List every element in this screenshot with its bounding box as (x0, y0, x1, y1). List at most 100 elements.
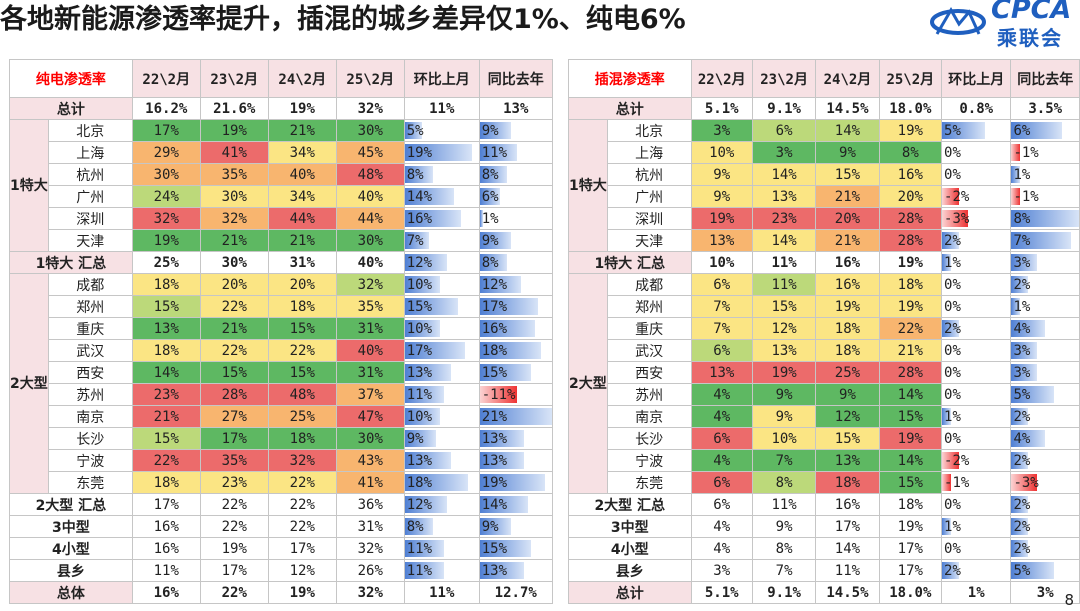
data-bar (480, 232, 511, 249)
data-bar (405, 122, 423, 139)
bar-value: 7% (1013, 232, 1031, 249)
penetration-value: 17% (878, 537, 943, 560)
column-header: 25\2月 (335, 59, 405, 98)
penetration-value: 6% (690, 427, 753, 450)
data-bar-cell: 7% (1010, 229, 1080, 252)
city-row: 宁波 22% 35% 32% 43% 13% 13% (10, 449, 553, 472)
penetration-value: 4% (690, 515, 753, 538)
data-bar (480, 254, 508, 271)
penetration-value: 18% (131, 339, 201, 362)
city-row: 苏州 4% 9% 9% 14% 0% 5% (569, 383, 1080, 406)
data-bar (1011, 518, 1029, 535)
data-bar-cell: -1% (1010, 185, 1080, 208)
data-bar (405, 166, 433, 183)
penetration-value: 25% (815, 361, 880, 384)
penetration-value: 13% (690, 229, 753, 252)
city-name: 武汉 (47, 339, 133, 362)
penetration-value: 16% (131, 537, 201, 560)
data-bar (1011, 496, 1029, 513)
data-bar-cell: 5% (941, 119, 1012, 142)
bar-value: 0% (944, 166, 961, 183)
penetration-value: 6% (690, 273, 753, 296)
city-row: 东莞 18% 23% 22% 41% 18% 19% (10, 471, 553, 494)
data-bar-cell: 0% (941, 537, 1012, 560)
penetration-value: 17% (131, 119, 201, 142)
data-bar (405, 540, 444, 557)
city-name: 天津 (47, 229, 133, 252)
data-bar-cell: 4% (1010, 317, 1080, 340)
bar-value: -2% (944, 452, 970, 469)
penetration-value: 4% (690, 383, 753, 406)
penetration-value: 36% (335, 493, 405, 516)
penetration-value: 19% (878, 295, 943, 318)
summary-row: 4小型 16% 19% 17% 32% 11% 15% (9, 537, 553, 560)
bar-value: 2% (1013, 540, 1031, 557)
data-bar-cell: -1% (941, 471, 1012, 494)
penetration-value: 20% (815, 207, 880, 230)
penetration-value: 18.0% (878, 97, 943, 120)
penetration-value: 30% (335, 229, 405, 252)
data-bar-cell: 1% (1010, 295, 1080, 318)
data-bar-cell: 3% (1010, 339, 1080, 362)
penetration-value: 28% (878, 229, 943, 252)
penetration-value: 18% (815, 471, 880, 494)
data-bar (942, 474, 951, 491)
city-name: 宁波 (47, 449, 133, 472)
penetration-value: 14.5% (815, 581, 880, 604)
penetration-value: 14% (878, 383, 943, 406)
data-bar-cell: 9% (478, 515, 553, 538)
bar-value: 5% (406, 122, 424, 139)
penetration-value: 21% (131, 405, 201, 428)
penetration-value: 22% (131, 449, 201, 472)
city-row: 杭州 9% 14% 15% 16% 0% 1% (569, 163, 1080, 186)
city-name: 深圳 (47, 207, 133, 230)
city-row: 武汉 18% 22% 22% 40% 17% 18% (10, 339, 553, 362)
data-bar-cell: 0% (941, 295, 1012, 318)
row-label: 总计 (568, 581, 692, 604)
city-name: 杭州 (47, 163, 133, 186)
city-name: 苏州 (47, 383, 133, 406)
data-bar-cell: 15% (403, 295, 480, 318)
penetration-value: 22% (199, 493, 269, 516)
bar-value: 2% (1013, 518, 1031, 535)
data-bar-cell: 2% (1010, 449, 1080, 472)
bar-value: 12% (406, 254, 433, 271)
penetration-value: 18% (267, 427, 337, 450)
bar-value: 13% (481, 452, 508, 469)
penetration-value: 32% (199, 207, 269, 230)
data-bar-cell: 9% (478, 119, 553, 142)
data-bar-cell: 8% (478, 163, 553, 186)
city-row: 重庆 7% 12% 18% 22% 2% 4% (569, 317, 1080, 340)
penetration-value: 18% (131, 273, 201, 296)
data-bar (480, 276, 521, 293)
data-bar-cell: 6% (478, 185, 553, 208)
penetration-value: 6% (690, 493, 753, 516)
penetration-value: 28% (878, 361, 943, 384)
penetration-value: 9.1% (751, 581, 817, 604)
penetration-value: 28% (199, 383, 269, 406)
city-name: 东莞 (47, 471, 133, 494)
penetration-value: 13% (131, 317, 201, 340)
data-bar (405, 562, 444, 579)
bar-value: 13% (406, 452, 433, 469)
city-name: 郑州 (606, 295, 692, 318)
bar-value: 0% (944, 298, 961, 315)
table-corner-label: 插混渗透率 (568, 59, 692, 98)
bar-value: 19% (481, 474, 508, 491)
data-bar (1011, 408, 1029, 425)
penetration-value: 31% (335, 515, 405, 538)
penetration-value: 11% (751, 251, 817, 274)
row-label: 4小型 (9, 537, 133, 560)
data-bar-cell: 8% (403, 515, 480, 538)
data-bar-cell: 3% (1010, 361, 1080, 384)
bar-value: 0% (944, 540, 961, 557)
data-bar-cell: 0% (941, 273, 1012, 296)
bar-value: 1% (1013, 298, 1031, 315)
penetration-value: 21.6% (199, 97, 269, 120)
yoy-value: 13% (478, 97, 553, 120)
penetration-value: 21% (267, 119, 337, 142)
column-header: 同比去年 (478, 59, 553, 98)
city-row: 上海 10% 3% 9% 8% 0% -1% (569, 141, 1080, 164)
bar-value: 0% (944, 364, 961, 381)
page-number: 8 (1064, 591, 1074, 609)
